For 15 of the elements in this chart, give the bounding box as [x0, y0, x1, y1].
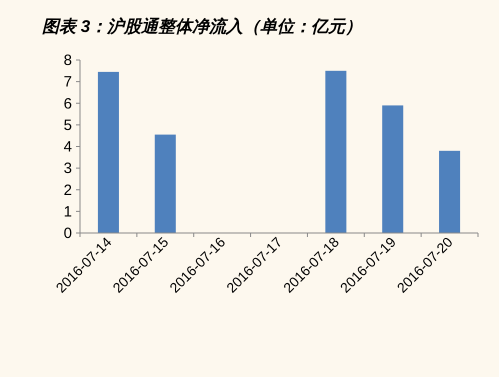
y-tick-label: 1	[64, 203, 72, 220]
chart-title: 图表 3：沪股通整体净流入（单位：亿元）	[42, 17, 362, 36]
y-tick-label: 8	[64, 52, 72, 69]
y-tick-label: 5	[64, 116, 72, 134]
y-tick-label: 3	[64, 160, 72, 178]
y-tick-label: 2	[64, 182, 72, 199]
y-tick-label: 4	[64, 138, 72, 156]
bar	[98, 72, 119, 233]
bar	[439, 150, 460, 233]
bar	[325, 70, 346, 233]
bar	[382, 105, 404, 233]
bar	[154, 134, 176, 233]
y-tick-label: 6	[64, 95, 72, 112]
y-tick-label: 7	[64, 74, 72, 91]
y-tick-label: 0	[64, 225, 72, 242]
